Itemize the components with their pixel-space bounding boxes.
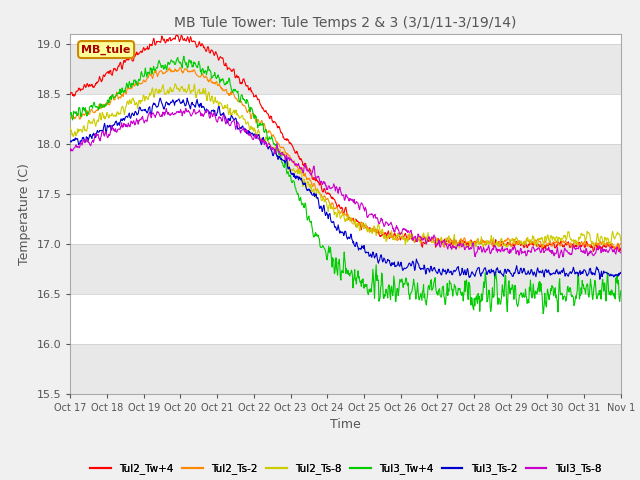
Bar bbox=[70, 44, 621, 94]
Title: MB Tule Tower: Tule Temps 2 & 3 (3/1/11-3/19/14): MB Tule Tower: Tule Temps 2 & 3 (3/1/11-… bbox=[175, 16, 516, 30]
Y-axis label: Temperature (C): Temperature (C) bbox=[18, 163, 31, 264]
Bar bbox=[70, 243, 621, 294]
X-axis label: Time: Time bbox=[330, 418, 361, 431]
Bar bbox=[70, 344, 621, 394]
Bar bbox=[70, 144, 621, 193]
Legend: Tul2_Tw+4, Tul2_Ts-2, Tul2_Ts-8, Tul3_Tw+4, Tul3_Ts-2, Tul3_Ts-8: Tul2_Tw+4, Tul2_Ts-2, Tul2_Ts-8, Tul3_Tw… bbox=[86, 459, 605, 479]
Text: MB_tule: MB_tule bbox=[81, 44, 131, 55]
